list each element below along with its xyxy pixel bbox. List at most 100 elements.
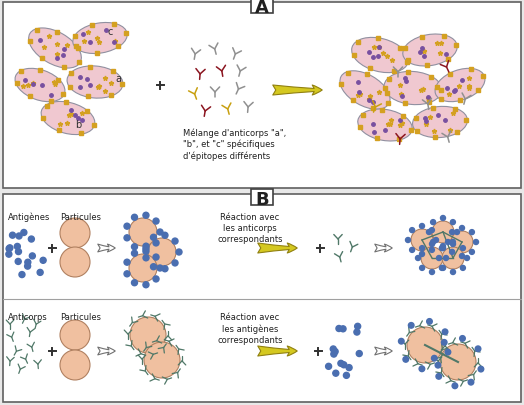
Circle shape (407, 327, 443, 363)
Text: a: a (115, 74, 121, 84)
Circle shape (450, 230, 455, 234)
Circle shape (162, 266, 168, 272)
Circle shape (14, 243, 20, 249)
Circle shape (429, 247, 434, 252)
Circle shape (427, 230, 431, 234)
Circle shape (442, 329, 448, 335)
Circle shape (454, 230, 460, 234)
Text: Réaction avec
les antigènes
correspondants: Réaction avec les antigènes correspondan… (217, 313, 283, 345)
Circle shape (356, 351, 362, 356)
Ellipse shape (352, 37, 408, 72)
Circle shape (460, 336, 465, 341)
Circle shape (441, 215, 445, 220)
Circle shape (451, 239, 455, 244)
Circle shape (440, 344, 476, 380)
Circle shape (410, 228, 414, 232)
Circle shape (460, 254, 464, 258)
Ellipse shape (73, 22, 127, 53)
Circle shape (421, 247, 443, 269)
Circle shape (411, 229, 433, 251)
Text: b: b (75, 120, 81, 130)
Circle shape (143, 246, 149, 252)
Circle shape (15, 258, 21, 264)
Circle shape (132, 244, 137, 250)
Text: Mélange d'anticorps "a",
"b", et "c" spécifiques
d'épitopes différents: Mélange d'anticorps "a", "b", et "c" spé… (183, 128, 286, 161)
Circle shape (435, 362, 441, 368)
Circle shape (336, 326, 342, 332)
Circle shape (442, 247, 464, 269)
Circle shape (148, 238, 176, 266)
Circle shape (478, 366, 484, 372)
Ellipse shape (29, 28, 81, 68)
Circle shape (9, 232, 16, 238)
Circle shape (470, 249, 474, 254)
Circle shape (150, 264, 157, 270)
Circle shape (431, 239, 435, 244)
Circle shape (343, 372, 350, 378)
Circle shape (172, 238, 178, 244)
Circle shape (333, 370, 339, 376)
Circle shape (420, 224, 424, 228)
FancyBboxPatch shape (251, 0, 273, 13)
Circle shape (157, 229, 163, 235)
Ellipse shape (403, 34, 457, 66)
Circle shape (408, 322, 414, 328)
Text: Particules: Particules (60, 313, 101, 322)
Circle shape (153, 254, 159, 260)
Circle shape (354, 329, 360, 335)
Circle shape (150, 234, 157, 240)
Circle shape (410, 247, 414, 252)
Circle shape (132, 280, 137, 286)
Circle shape (40, 257, 46, 263)
Circle shape (132, 250, 137, 256)
Circle shape (143, 282, 149, 288)
Circle shape (144, 342, 180, 378)
Circle shape (60, 247, 90, 277)
Circle shape (143, 248, 149, 254)
Circle shape (470, 230, 474, 234)
Circle shape (474, 239, 478, 245)
Circle shape (445, 239, 451, 245)
Circle shape (432, 221, 454, 243)
Circle shape (441, 339, 447, 345)
FancyBboxPatch shape (251, 189, 273, 205)
Circle shape (416, 256, 420, 260)
Circle shape (406, 237, 410, 243)
Text: Antigènes: Antigènes (8, 213, 50, 222)
Circle shape (433, 237, 439, 243)
Circle shape (440, 265, 444, 271)
Circle shape (441, 245, 445, 251)
Circle shape (153, 218, 159, 224)
Circle shape (461, 265, 465, 271)
FancyBboxPatch shape (3, 194, 521, 402)
Circle shape (124, 235, 130, 241)
Circle shape (451, 231, 473, 253)
Circle shape (346, 364, 352, 371)
Ellipse shape (67, 66, 123, 98)
Circle shape (430, 241, 434, 247)
Circle shape (37, 269, 43, 275)
Circle shape (441, 265, 445, 271)
Circle shape (443, 256, 449, 260)
Circle shape (420, 252, 424, 256)
Circle shape (143, 212, 149, 218)
Circle shape (450, 249, 455, 254)
Ellipse shape (15, 68, 65, 102)
Circle shape (340, 326, 346, 332)
Circle shape (132, 214, 137, 220)
Circle shape (60, 350, 90, 380)
Circle shape (153, 276, 159, 282)
Circle shape (143, 255, 149, 261)
Ellipse shape (412, 107, 467, 138)
Circle shape (398, 339, 404, 344)
Circle shape (460, 226, 464, 230)
Circle shape (153, 240, 159, 246)
Circle shape (21, 230, 27, 235)
Circle shape (431, 220, 435, 225)
Circle shape (124, 259, 130, 265)
Circle shape (124, 223, 130, 229)
Ellipse shape (340, 71, 390, 109)
Circle shape (25, 263, 30, 269)
Circle shape (143, 243, 149, 249)
FancyBboxPatch shape (3, 2, 521, 188)
